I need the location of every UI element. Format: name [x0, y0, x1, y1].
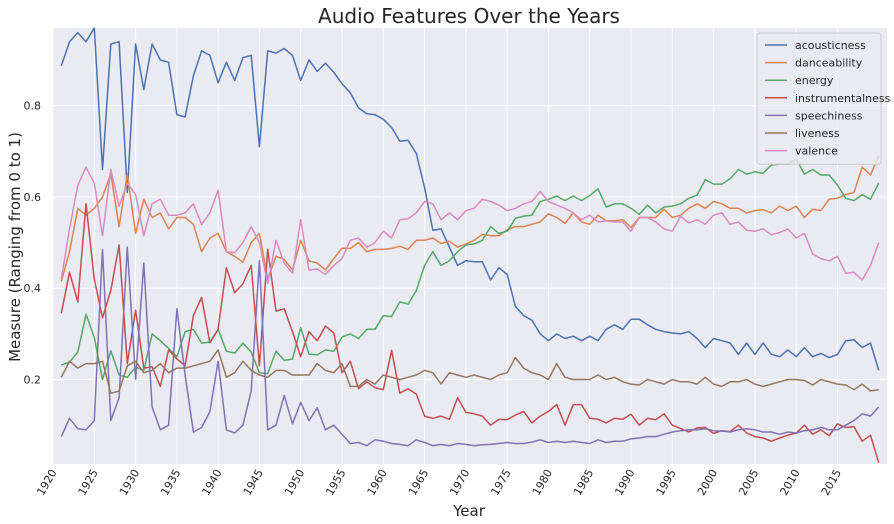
legend: acousticness danceability energy instrument…: [756, 32, 891, 165]
legend-label-energy: energy: [795, 74, 834, 87]
legend-label-danceability: danceability: [795, 57, 863, 70]
plot-area: [53, 28, 887, 464]
grid-lines: [52, 28, 887, 464]
x-tick-labels: 1920 1925 1930 1935 1940 1945 1950 1955 1960 1965…: [34, 467, 844, 498]
y-tick-label: 0.4: [24, 282, 42, 295]
legend-label-instrumentalness: instrumentalness: [795, 92, 891, 105]
y-tick-label: 0.2: [24, 374, 42, 387]
legend-label-acousticness: acousticness: [795, 39, 866, 52]
series-line-danceability: [60, 155, 880, 282]
series-line-energy: [61, 158, 880, 381]
series-line-speechiness: [60, 246, 880, 447]
chart-title: Audio Features Over the Years: [318, 4, 620, 28]
y-tick-label: 0.8: [24, 100, 42, 113]
series-lines: [60, 27, 880, 463]
legend-label-liveness: liveness: [795, 127, 840, 140]
legend-label-valence: valence: [795, 145, 838, 158]
legend-label-speechiness: speechiness: [795, 109, 863, 122]
series-line-valence: [60, 166, 880, 285]
x-axis-label: Year: [452, 502, 486, 520]
legend-box: [756, 32, 882, 165]
y-axis-label: Measure (Ranging from 0 to 1): [6, 132, 24, 362]
y-tick-label: 0.6: [24, 191, 42, 204]
y-tick-labels: 0.2 0.4 0.6 0.8: [24, 100, 42, 387]
series-line-liveness: [60, 349, 879, 394]
series-line-acousticness: [60, 27, 880, 371]
